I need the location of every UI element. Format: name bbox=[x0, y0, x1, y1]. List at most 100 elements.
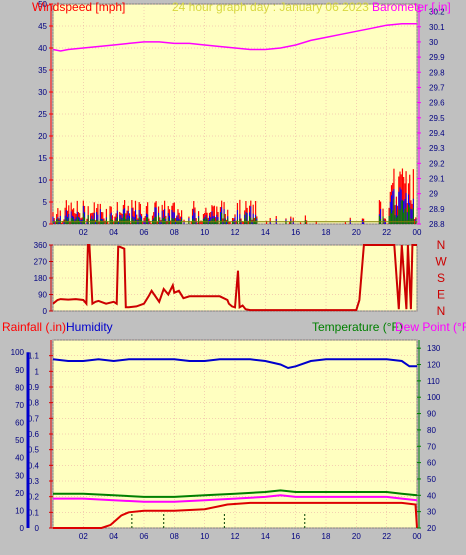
barometer-y-ticks: 28.8 28.9 29 29.1 29.2 29.3 29.4 29.5 29.6 29.7 29… bbox=[417, 4, 445, 229]
rain-y-tick: 0.7 bbox=[28, 414, 40, 423]
barometer-y-tick: 29.2 bbox=[429, 159, 445, 168]
temperature-y-tick: 90 bbox=[427, 410, 436, 419]
temperature-y-tick: 20 bbox=[427, 524, 436, 533]
wind-x-ticks: 02 04 06 08 10 12 14 16 18 20 22 00 bbox=[79, 228, 422, 237]
wind-y-tick: 30 bbox=[38, 88, 47, 97]
barometer-y-tick: 29.9 bbox=[429, 53, 445, 62]
temperature-y-tick: 50 bbox=[427, 475, 436, 484]
rain-y-tick: 0.2 bbox=[28, 493, 40, 502]
barometer-line bbox=[52, 22, 417, 52]
weather-x-ticks: 02 04 06 08 10 12 14 16 18 20 22 00 bbox=[79, 532, 422, 541]
barometer-y-tick: 29.6 bbox=[429, 99, 445, 108]
compass-label: N bbox=[437, 304, 446, 318]
humidity-y-tick: 30 bbox=[15, 471, 24, 480]
wind-y-tick: 25 bbox=[38, 110, 47, 119]
temperature-y-tick: 40 bbox=[427, 491, 436, 500]
temperature-y-tick: 120 bbox=[427, 361, 441, 370]
barometer-y-tick: 29.4 bbox=[429, 129, 445, 138]
rain-y-tick: 0 bbox=[35, 524, 40, 533]
wind-grid bbox=[52, 3, 418, 225]
rainfall-line bbox=[53, 501, 418, 529]
barometer-y-tick: 29.1 bbox=[429, 174, 445, 183]
rain-y-tick: 0.3 bbox=[28, 477, 40, 486]
wind-y-tick: 15 bbox=[38, 154, 47, 163]
barometer-y-tick: 29.7 bbox=[429, 83, 445, 92]
windspeed-label: Windspeed [mph] bbox=[32, 0, 125, 14]
x-tick-label: 02 bbox=[79, 228, 88, 237]
direction-y-tick: 90 bbox=[38, 291, 47, 300]
x-tick-label: 22 bbox=[382, 532, 391, 541]
rain-y-tick: 0.4 bbox=[28, 461, 40, 470]
humidity-y-tick: 60 bbox=[15, 419, 24, 428]
barometer-y-tick: 30.1 bbox=[429, 23, 445, 32]
barometer-series bbox=[52, 22, 417, 52]
humidity-y-tick: 100 bbox=[11, 348, 25, 357]
wind-y-ticks: 0 5 10 15 20 25 30 35 40 45 50 bbox=[38, 0, 53, 229]
wind-y-tick: 35 bbox=[38, 66, 47, 75]
rain-y-tick: 1.1 bbox=[28, 352, 40, 361]
wind-y-tick: 10 bbox=[38, 176, 47, 185]
barometer-y-tick: 30.2 bbox=[429, 8, 445, 17]
barometer-y-tick: 29.3 bbox=[429, 144, 445, 153]
x-tick-label: 00 bbox=[413, 532, 422, 541]
x-tick-label: 04 bbox=[109, 532, 118, 541]
temperature-y-tick: 130 bbox=[427, 344, 441, 353]
x-tick-label: 02 bbox=[79, 532, 88, 541]
humidity-y-tick: 20 bbox=[15, 489, 24, 498]
wind-y-tick: 20 bbox=[38, 132, 47, 141]
x-tick-label: 14 bbox=[261, 228, 270, 237]
wind-y-tick: 0 bbox=[43, 220, 48, 229]
humidity-y-tick: 0 bbox=[20, 524, 25, 533]
x-tick-label: 18 bbox=[322, 532, 331, 541]
direction-series bbox=[52, 244, 417, 312]
rain-y-ticks: 0 0.1 0.2 0.3 0.4 0.5 0.6 0.7 0.8 0.9 1 1.1 bbox=[28, 340, 53, 533]
rain-y-tick: 0.9 bbox=[28, 383, 40, 392]
dewpoint-line bbox=[53, 494, 418, 503]
x-tick-label: 18 bbox=[322, 228, 331, 237]
temperature-y-tick: 30 bbox=[427, 508, 436, 517]
compass-label: N bbox=[437, 238, 446, 252]
rain-y-tick: 0.5 bbox=[28, 446, 40, 455]
x-tick-label: 06 bbox=[140, 532, 149, 541]
barometer-y-tick: 29 bbox=[429, 190, 438, 199]
x-tick-label: 10 bbox=[200, 532, 209, 541]
direction-y-tick: 360 bbox=[34, 241, 48, 250]
humidity-label: Humidity bbox=[66, 320, 113, 334]
humidity-y-tick: 90 bbox=[15, 366, 24, 375]
barometer-y-tick: 28.9 bbox=[429, 205, 445, 214]
temperature-y-tick: 100 bbox=[427, 393, 441, 402]
x-tick-label: 04 bbox=[109, 228, 118, 237]
x-tick-label: 14 bbox=[261, 532, 270, 541]
temperature-y-tick: 70 bbox=[427, 442, 436, 451]
temperature-y-tick: 60 bbox=[427, 459, 436, 468]
rain-y-tick: 0.8 bbox=[28, 399, 40, 408]
x-tick-label: 16 bbox=[291, 532, 300, 541]
humidity-line bbox=[52, 358, 417, 370]
humidity-y-tick: 10 bbox=[15, 506, 24, 515]
direction-y-ticks: 0 90 180 270 360 bbox=[34, 241, 53, 316]
x-tick-label: 12 bbox=[231, 228, 240, 237]
barometer-y-tick: 30 bbox=[429, 38, 438, 47]
humidity-y-tick: 50 bbox=[15, 436, 24, 445]
weather-series bbox=[52, 358, 418, 529]
barometer-y-tick: 29.8 bbox=[429, 68, 445, 77]
compass-label: W bbox=[435, 255, 447, 269]
x-tick-label: 20 bbox=[352, 532, 361, 541]
x-tick-label: 10 bbox=[200, 228, 209, 237]
compass-label: S bbox=[437, 271, 445, 285]
humidity-y-ticks: 0 10 20 30 40 50 60 70 80 90 100 bbox=[11, 348, 30, 533]
rain-y-tick: 0.1 bbox=[28, 508, 40, 517]
temperature-y-tick: 110 bbox=[427, 377, 440, 386]
rain-y-tick: 1 bbox=[35, 367, 40, 376]
wind-bars bbox=[52, 168, 417, 224]
humidity-y-tick: 70 bbox=[15, 401, 24, 410]
wind-y-tick: 50 bbox=[38, 0, 47, 9]
direction-y-tick: 270 bbox=[34, 258, 48, 267]
x-tick-label: 06 bbox=[140, 228, 149, 237]
dewpoint-label: Dew Point (°F) bbox=[395, 320, 466, 334]
temperature-line bbox=[53, 489, 418, 498]
x-tick-label: 12 bbox=[231, 532, 240, 541]
temperature-label: Temperature (°F) bbox=[312, 320, 403, 334]
